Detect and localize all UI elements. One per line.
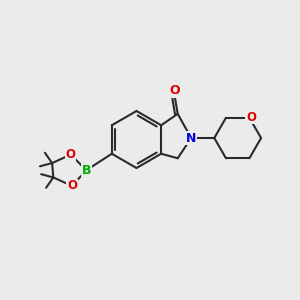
Text: B: B: [82, 164, 91, 177]
Text: O: O: [169, 84, 180, 97]
Text: O: O: [67, 179, 77, 192]
Text: O: O: [246, 111, 256, 124]
Text: N: N: [186, 131, 196, 145]
Text: O: O: [66, 148, 76, 161]
